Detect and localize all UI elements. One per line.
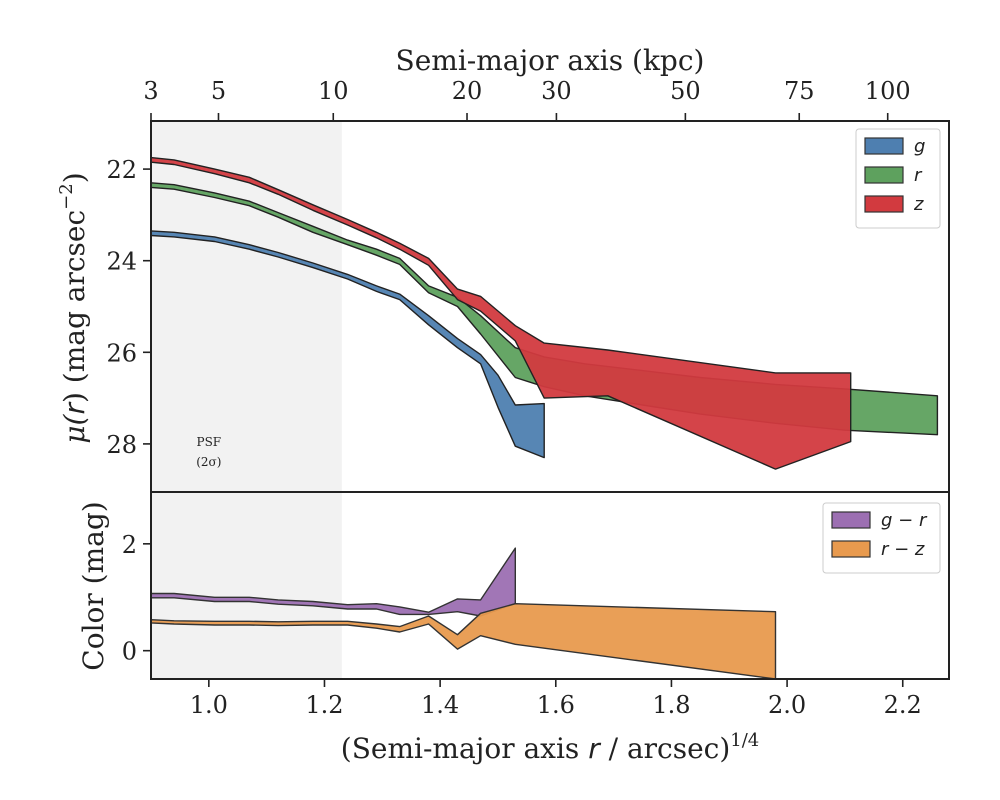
psf-sigma-label: (2σ) [196,455,221,469]
top-axis-ticks: 3 5 10 20 30 50 75 100 [143,77,911,121]
color-panel: 02 1.0 1.2 1.4 1.6 1.8 2.0 2.2 g − rr − z [122,491,950,719]
legend-label: g − r [881,510,928,531]
legend-swatch [864,195,904,213]
y-tick-label: 0 [122,638,137,666]
psf-shaded-region-bottom [151,492,342,679]
x-tick-label: 1.0 [190,691,228,719]
x-tick-label: 1.4 [421,691,459,719]
bottom-panel-frame [150,491,950,680]
legend-swatch [864,137,904,155]
top-tick-label: 30 [541,77,572,105]
y-tick-label: 2 [122,531,137,559]
y-tick-label: 28 [106,431,137,459]
x-tick-label: 1.2 [305,691,343,719]
y-tick-label: 22 [106,156,137,184]
top-tick-label: 5 [211,77,226,105]
x-axis-ticks: 1.0 1.2 1.4 1.6 1.8 2.0 2.2 [190,679,922,719]
top-axis-label: Semi-major axis (kpc) [396,44,705,77]
x-axis-label: (Semi-major axis r / arcsec)1/4 [341,730,759,765]
legend-label: z [913,194,924,215]
y-tick-label: 24 [106,248,137,276]
legend-label: r − z [881,539,925,560]
legend-swatch [864,166,904,184]
x-tick-label: 1.8 [652,691,690,719]
surface-brightness-panel: 22 24 26 28 3 5 10 20 30 50 75 100 PSF (2σ) grz [106,77,950,493]
top-tick-label: 20 [452,77,483,105]
legend-label: r [914,165,923,186]
x-tick-label: 1.6 [537,691,575,719]
top-tick-label: 10 [318,77,349,105]
top-tick-label: 3 [143,77,158,105]
x-tick-label: 2.2 [884,691,922,719]
band-z [150,156,852,470]
legend-bottom: g − r r − z [822,502,941,574]
legend-swatch [831,511,871,529]
top-tick-label: 75 [784,77,815,105]
legend-top: grz [855,128,941,229]
band-areas [150,156,939,470]
x-tick-label: 2.0 [768,691,806,719]
y-tick-label: 26 [106,339,137,367]
psf-label: PSF [197,435,222,449]
top-tick-label: 50 [670,77,701,105]
y-axis-ticks-bottom: 02 [122,531,151,666]
legend-label: g [914,136,925,157]
y-axis-label-top: μ(r) (mag arcsec−2) [56,172,91,443]
top-tick-label: 100 [865,77,911,105]
legend-swatch [831,540,871,558]
y-axis-label-bottom: Color (mag) [77,501,110,670]
band-g [150,230,545,459]
y-axis-ticks-top: 22 24 26 28 [106,156,151,459]
psf-shaded-region-top [151,121,342,492]
